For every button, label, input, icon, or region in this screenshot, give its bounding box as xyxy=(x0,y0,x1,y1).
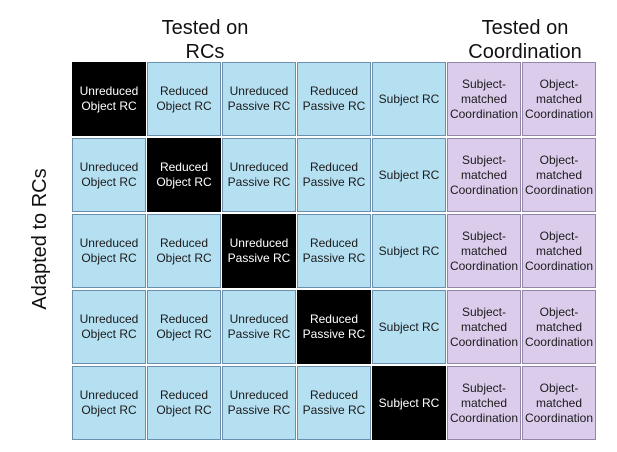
grid-cell: Reduced Object RC xyxy=(147,214,221,288)
grid-cell: Unreduced Object RC xyxy=(72,214,146,288)
grid-cell: Subject RC xyxy=(372,290,446,364)
grid-cell-adapted: Unreduced Passive RC xyxy=(222,214,296,288)
grid-cell: Reduced Passive RC xyxy=(297,62,371,136)
grid-cell: Object-matched Coordination xyxy=(522,62,596,136)
header-adapted-to-rcs: Adapted to RCs xyxy=(29,168,51,310)
grid-row: Unreduced Object RC Reduced Object RC Unre… xyxy=(72,366,602,442)
adaptation-grid: Unreduced Object RC Reduced Object RC Unre… xyxy=(72,62,602,442)
grid-cell: Object-matched Coordination xyxy=(522,214,596,288)
grid-cell: Unreduced Passive RC xyxy=(222,290,296,364)
grid-cell: Reduced Object RC xyxy=(147,62,221,136)
grid-cell: Subject-matched Coordination xyxy=(447,62,521,136)
grid-cell: Subject-matched Coordination xyxy=(447,366,521,440)
grid-cell: Unreduced Passive RC xyxy=(222,366,296,440)
grid-cell: Unreduced Passive RC xyxy=(222,138,296,212)
grid-row: Unreduced Object RC Reduced Object RC Unre… xyxy=(72,290,602,366)
grid-cell: Object-matched Coordination xyxy=(522,366,596,440)
grid-cell-adapted: Reduced Object RC xyxy=(147,138,221,212)
grid-cell: Object-matched Coordination xyxy=(522,138,596,212)
header-tested-on-rcs: Tested on RCs xyxy=(161,17,249,63)
grid-cell-adapted: Reduced Passive RC xyxy=(297,290,371,364)
grid-cell: Reduced Passive RC xyxy=(297,214,371,288)
grid-cell: Subject-matched Coordination xyxy=(447,290,521,364)
grid-cell: Reduced Passive RC xyxy=(297,366,371,440)
grid-cell: Unreduced Object RC xyxy=(72,290,146,364)
grid-cell: Unreduced Object RC xyxy=(72,366,146,440)
grid-cell: Subject RC xyxy=(372,62,446,136)
grid-cell: Subject-matched Coordination xyxy=(447,214,521,288)
grid-cell: Subject RC xyxy=(372,138,446,212)
grid-cell: Subject RC xyxy=(372,214,446,288)
header-tested-on-coordination: Tested on Coordination xyxy=(468,17,582,63)
grid-cell: Subject-matched Coordination xyxy=(447,138,521,212)
grid-cell: Unreduced Object RC xyxy=(72,138,146,212)
grid-cell: Unreduced Passive RC xyxy=(222,62,296,136)
grid-row: Unreduced Object RC Reduced Object RC Unre… xyxy=(72,214,602,290)
grid-cell-adapted: Unreduced Object RC xyxy=(72,62,146,136)
grid-cell: Reduced Object RC xyxy=(147,366,221,440)
grid-cell-adapted: Subject RC xyxy=(372,366,446,440)
grid-cell: Object-matched Coordination xyxy=(522,290,596,364)
grid-row: Unreduced Object RC Reduced Object RC Unre… xyxy=(72,138,602,214)
grid-cell: Reduced Object RC xyxy=(147,290,221,364)
grid-cell: Reduced Passive RC xyxy=(297,138,371,212)
grid-row: Unreduced Object RC Reduced Object RC Unre… xyxy=(72,62,602,138)
